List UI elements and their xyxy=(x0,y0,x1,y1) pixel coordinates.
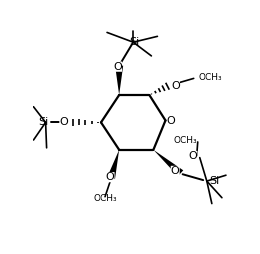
Text: OCH₃: OCH₃ xyxy=(93,194,117,203)
Text: O: O xyxy=(188,151,197,161)
Text: O: O xyxy=(171,81,180,91)
Text: O: O xyxy=(113,62,122,72)
Text: OCH₃: OCH₃ xyxy=(173,136,197,146)
Text: Si: Si xyxy=(209,176,219,186)
Text: O: O xyxy=(171,166,180,176)
Text: Si: Si xyxy=(38,117,49,128)
Polygon shape xyxy=(153,150,183,176)
Text: O: O xyxy=(60,117,68,128)
Text: Si: Si xyxy=(129,37,139,47)
Polygon shape xyxy=(115,66,123,95)
Polygon shape xyxy=(107,150,119,179)
Text: O: O xyxy=(166,116,175,126)
Text: OCH₃: OCH₃ xyxy=(199,73,222,82)
Text: O: O xyxy=(106,172,114,182)
